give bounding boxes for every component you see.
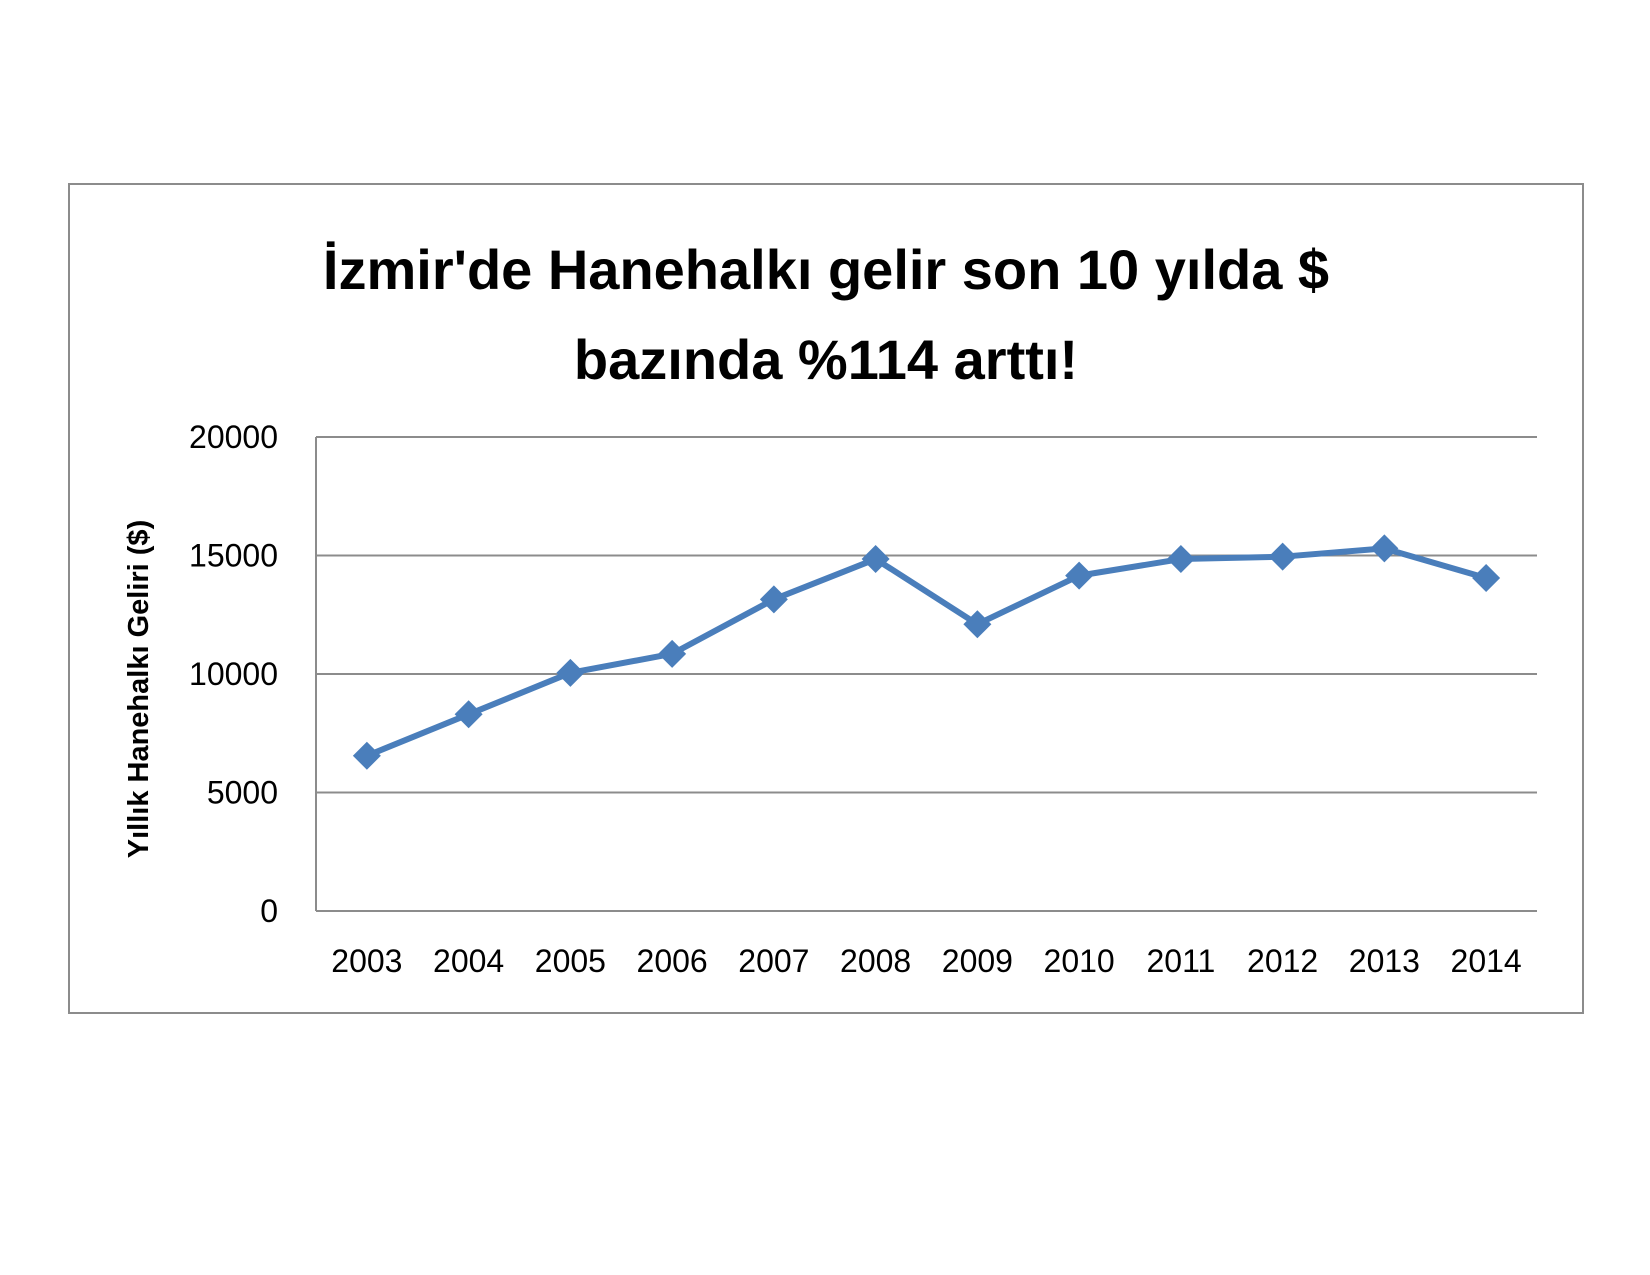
y-tick-label-0: 0 — [260, 893, 278, 929]
x-tick-label-2006: 2006 — [637, 943, 708, 979]
x-tick-label-2011: 2011 — [1146, 943, 1215, 979]
chart-frame: İzmir'de Hanehalkı gelir son 10 yılda $ … — [68, 183, 1584, 1014]
data-point-2007 — [759, 585, 788, 614]
y-axis-title: Yıllık Hanehalkı Geliri ($) — [123, 520, 155, 858]
x-tick-label-2012: 2012 — [1247, 943, 1318, 979]
x-tick-label-2014: 2014 — [1451, 943, 1522, 979]
data-point-2009 — [963, 610, 992, 639]
y-tick-label-10000: 10000 — [189, 656, 278, 692]
data-point-2012 — [1268, 542, 1297, 571]
data-point-2005 — [556, 658, 585, 687]
chart-title-line-2: bazında %114 arttı! — [573, 328, 1079, 391]
x-axis-tick-labels: 2003 2004 2005 2006 2007 2008 2009 2010 2011 2012… — [331, 943, 1521, 979]
series-income — [352, 534, 1501, 770]
data-point-2003 — [352, 741, 381, 770]
x-tick-label-2007: 2007 — [738, 943, 809, 979]
y-tick-label-20000: 20000 — [189, 419, 278, 455]
chart-title: İzmir'de Hanehalkı gelir son 10 yılda $ … — [70, 225, 1582, 405]
x-tick-label-2005: 2005 — [535, 943, 606, 979]
x-tick-label-2009: 2009 — [942, 943, 1013, 979]
x-tick-label-2010: 2010 — [1044, 943, 1115, 979]
data-point-2011 — [1166, 545, 1195, 574]
x-tick-label-2003: 2003 — [331, 943, 402, 979]
data-point-2006 — [658, 639, 687, 668]
x-tick-label-2008: 2008 — [840, 943, 911, 979]
data-point-2014 — [1472, 564, 1501, 593]
data-point-2010 — [1065, 561, 1094, 590]
y-tick-label-5000: 5000 — [207, 775, 278, 811]
gridlines — [315, 436, 1537, 912]
data-point-2008 — [861, 545, 890, 574]
data-point-2013 — [1370, 534, 1399, 563]
y-tick-label-15000: 15000 — [189, 538, 278, 574]
x-tick-label-2013: 2013 — [1349, 943, 1420, 979]
chart-title-line-1: İzmir'de Hanehalkı gelir son 10 yılda $ — [322, 238, 1330, 301]
data-point-2004 — [454, 700, 483, 729]
x-tick-label-2004: 2004 — [433, 943, 504, 979]
y-axis-tick-labels: 0 5000 10000 15000 20000 — [189, 419, 278, 929]
series-line — [363, 545, 1490, 759]
